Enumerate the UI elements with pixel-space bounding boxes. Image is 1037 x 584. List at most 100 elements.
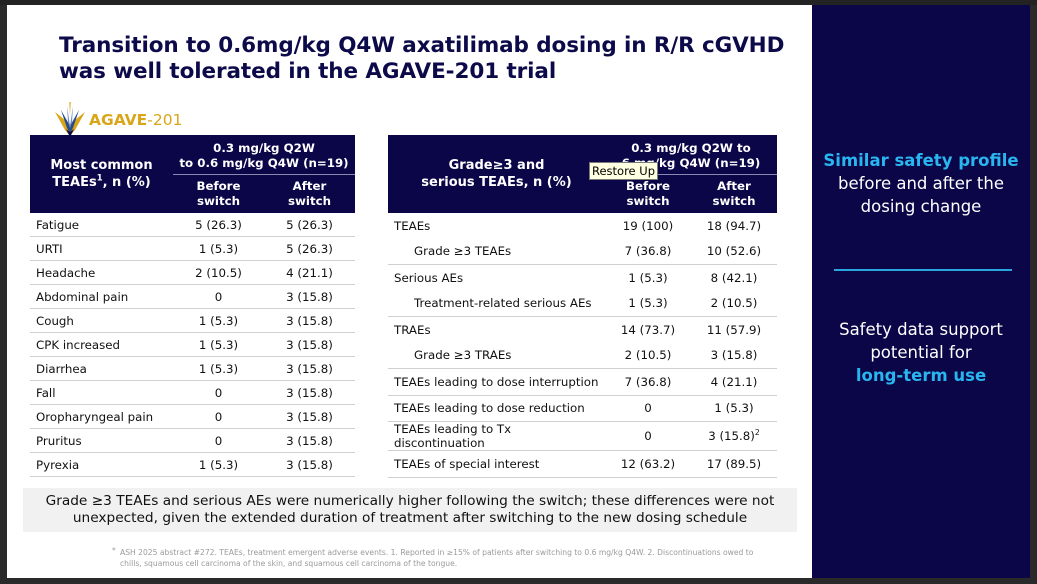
left-table-row-header: Most common TEAEs1, n (%) [30, 135, 173, 213]
after-value: 1 (5.3) [690, 395, 777, 422]
takeaway-2-highlight: long-term use [855, 366, 987, 385]
table-row: Treatment-related serious AEs 1 (5.3) 2 (1… [388, 290, 777, 317]
after-value: 3 (15.8) [690, 342, 777, 369]
slide-title: Transition to 0.6mg/kg Q4W axatilimab do… [59, 33, 799, 85]
before-value: 0 [605, 395, 691, 422]
summary-box: Grade ≥3 TEAEs and serious AEs were nume… [23, 488, 797, 532]
after-value: 10 (52.6) [690, 238, 777, 265]
agave-logo: AGAVE-201 [53, 100, 182, 140]
before-value: 2 (10.5) [173, 260, 264, 285]
logo-name: AGAVE [89, 111, 148, 129]
after-value: 3 (15.8) [263, 284, 355, 309]
table-row: Grade ≥3 TEAEs 7 (36.8) 10 (52.6) [388, 238, 777, 265]
left-dose-line2: to 0.6 mg/kg Q4W (n=19) [179, 156, 349, 170]
after-value: 17 (89.5) [690, 450, 777, 478]
table-row: Cough 1 (5.3) 3 (15.8) [30, 308, 355, 333]
table-row: TRAEs 14 (73.7) 11 (57.9) [388, 317, 777, 343]
agave-logo-icon [55, 102, 85, 137]
row-label: Abdominal pain [30, 284, 173, 309]
after-value-footnote: 2 [754, 428, 760, 438]
summary-line-1: Grade ≥3 TEAEs and serious AEs were nume… [45, 493, 775, 509]
after-value: 3 (15.8)2 [690, 421, 777, 451]
row-label: Grade ≥3 TEAEs [388, 238, 605, 265]
after-value: 4 (21.1) [690, 368, 777, 396]
after-value: 4 (21.1) [263, 260, 355, 285]
before-value: 12 (63.2) [605, 450, 691, 478]
takeaway-panel: Similar safety profile before and after … [812, 5, 1030, 578]
before-value: 14 (73.7) [620, 322, 676, 337]
footnote: * ASH 2025 abstract #272. TEAEs, treatme… [112, 546, 790, 569]
restore-up-tooltip: Restore Up [589, 162, 659, 180]
row-label: URTI [30, 236, 173, 261]
left-after-switch-header: After switch [263, 174, 355, 213]
table-row: TEAEs 19 (100) 18 (94.7) [388, 213, 777, 239]
row-label: Treatment-related serious AEs [388, 290, 605, 317]
footnote-line-2: chills, squamous cell carcinoma of the s… [120, 558, 458, 568]
table-row: URTI 1 (5.3) 5 (26.3) [30, 236, 355, 261]
table-row: Pyrexia 1 (5.3) 3 (15.8) [30, 452, 355, 477]
takeaway-2-line2: potential for [870, 343, 972, 362]
before-value: 0 [605, 421, 691, 451]
footnote-marker: * [112, 546, 116, 555]
summary-line-2: unexpected, given the extended duration … [72, 510, 748, 526]
after-value-text: 3 (15.8) [708, 429, 755, 443]
row-label: Fatigue [30, 213, 173, 237]
after-value-text: 3 (15.8) [710, 348, 758, 363]
row-label: Fall [30, 380, 173, 405]
common-teaes-table: Most common TEAEs1, n (%) 0.3 mg/kg Q2W … [30, 135, 355, 477]
grade3-serious-teaes-table: Grade≥3 and serious TEAEs, n (%) 0.3 mg/… [388, 135, 777, 478]
before-value: 1 (5.3) [173, 356, 264, 381]
right-before-switch-header: Before switch [605, 174, 691, 213]
table-row: CPK increased 1 (5.3) 3 (15.8) [30, 332, 355, 357]
after-value: 2 (10.5) [690, 290, 777, 317]
right-before-line1: Before [625, 179, 671, 193]
takeaway-2-line1: Safety data support [839, 320, 1003, 339]
right-dose-line1: 0.3 mg/kg Q2W to [631, 141, 751, 155]
takeaway-1-line3: dosing change [860, 197, 982, 216]
takeaway-1-line2: before and after the [838, 174, 1004, 193]
before-value: 5 (26.3) [173, 213, 264, 237]
after-value: 11 (57.9) [691, 317, 777, 343]
after-value-text: 11 (57.9) [706, 322, 762, 337]
table-row: Diarrhea 1 (5.3) 3 (15.8) [30, 356, 355, 381]
table-row: Fatigue 5 (26.3) 5 (26.3) [30, 213, 355, 237]
table-row: Headache 2 (10.5) 4 (21.1) [30, 260, 355, 285]
row-label: TEAEs leading to Tx discontinuation [388, 421, 605, 451]
table-row: Oropharyngeal pain 0 3 (15.8) [30, 404, 355, 429]
before-value: 1 (5.3) [605, 290, 691, 317]
before-value: 7 (36.8) [605, 238, 691, 265]
right-after-line1: After [717, 179, 751, 193]
after-value: 3 (15.8) [263, 380, 355, 405]
row-label: Pyrexia [30, 452, 173, 477]
after-value: 3 (15.8) [263, 404, 355, 429]
left-header-sup: 1 [96, 172, 103, 183]
after-value: 3 (15.8) [263, 356, 355, 381]
after-value-text: 2 (10.5) [710, 296, 758, 311]
logo-text: AGAVE-201 [89, 111, 182, 129]
takeaway-1: Similar safety profile before and after … [812, 149, 1030, 218]
row-label: TEAEs leading to dose interruption [388, 368, 605, 396]
left-dose-line1: 0.3 mg/kg Q2W [213, 141, 315, 155]
before-value: 1 (5.3) [173, 332, 264, 357]
after-value-text: 17 (89.5) [706, 456, 762, 471]
after-value: 5 (26.3) [263, 236, 355, 261]
takeaway-divider [834, 269, 1012, 271]
row-label: TEAEs leading to dose reduction [388, 395, 605, 422]
row-label: Cough [30, 308, 173, 333]
table-row: Abdominal pain 0 3 (15.8) [30, 284, 355, 309]
row-label: Serious AEs [394, 270, 464, 285]
right-header-line1: Grade≥3 and [448, 158, 545, 173]
before-value: 19 (100) [622, 218, 674, 233]
left-dose-header: 0.3 mg/kg Q2W to 0.6 mg/kg Q4W (n=19) [173, 135, 355, 175]
row-label: TEAEs [394, 218, 431, 233]
table-row: TEAEs leading to dose reduction 0 1 (5.3) [388, 395, 777, 422]
before-value: 1 (5.3) [173, 236, 264, 261]
after-value-text: 10 (52.6) [706, 244, 762, 259]
right-before-line2: switch [626, 194, 670, 208]
row-label: Headache [30, 260, 173, 285]
before-value: 0 [173, 380, 264, 405]
left-after-line2: switch [287, 194, 331, 208]
before-value: 0 [173, 428, 264, 453]
before-value: 1 (5.3) [173, 308, 264, 333]
after-value: 3 (15.8) [263, 428, 355, 453]
